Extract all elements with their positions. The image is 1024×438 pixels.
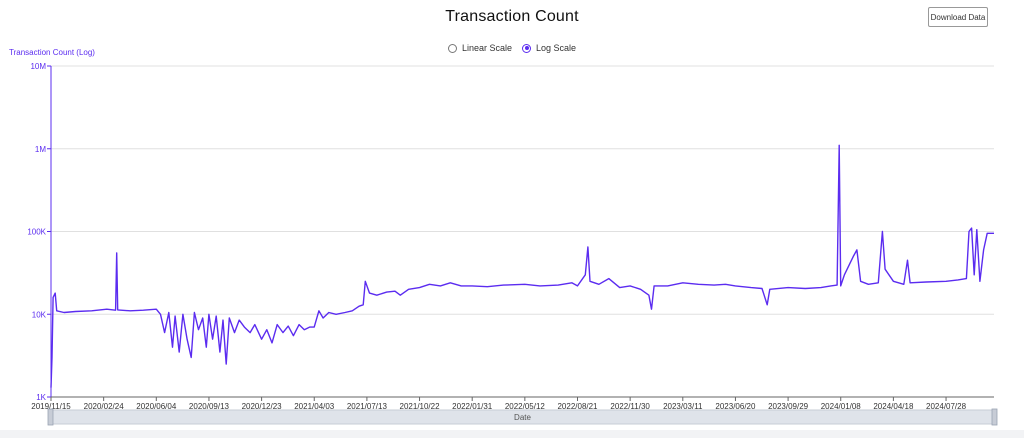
log-scale-option[interactable]: Log Scale bbox=[522, 43, 576, 53]
x-tick-label: 2021/10/22 bbox=[400, 402, 441, 411]
x-tick-label: 2023/03/11 bbox=[663, 402, 703, 411]
y-tick-label: 1K bbox=[36, 393, 46, 402]
x-axis-label: Date bbox=[514, 413, 531, 422]
x-tick-label: 2019/11/15 bbox=[31, 402, 71, 411]
x-tick-label: 2024/04/18 bbox=[873, 402, 914, 411]
x-tick-label: 2024/07/28 bbox=[926, 402, 967, 411]
y-tick-labels: 1K 10K 100K 1M 10M bbox=[27, 62, 46, 402]
x-tick-label: 2022/05/12 bbox=[505, 402, 546, 411]
x-tick-label: 2020/12/23 bbox=[242, 402, 283, 411]
scale-toggle: Linear Scale Log Scale bbox=[0, 43, 1024, 53]
y-tick-label: 10K bbox=[32, 310, 47, 319]
x-tick-label: 2022/11/30 bbox=[610, 402, 650, 411]
series-line bbox=[50, 144, 994, 388]
x-tick-label: 2021/07/13 bbox=[347, 402, 388, 411]
y-axis-label: Transaction Count (Log) bbox=[9, 48, 95, 57]
x-tick-label: 2021/04/03 bbox=[294, 402, 335, 411]
slider-left-handle[interactable] bbox=[47, 408, 54, 426]
chart-title: Transaction Count bbox=[445, 8, 579, 25]
download-data-button[interactable]: Download Data bbox=[928, 7, 988, 27]
linear-scale-radio[interactable] bbox=[447, 43, 457, 53]
x-tick-label: 2020/06/04 bbox=[136, 402, 177, 411]
linear-scale-option[interactable]: Linear Scale bbox=[447, 43, 512, 53]
log-scale-radio[interactable] bbox=[522, 43, 531, 53]
series-layer bbox=[50, 144, 994, 388]
x-tick-label: 2023/09/29 bbox=[768, 402, 809, 411]
x-tick-label: 2024/01/08 bbox=[821, 402, 862, 411]
log-scale-label: Log Scale bbox=[536, 43, 577, 53]
x-tick-labels: 2019/11/15 2020/02/24 2020/06/04 2020/09/13… bbox=[31, 402, 966, 411]
y-tick-label: 100K bbox=[27, 228, 46, 237]
x-tick-label: 2022/08/21 bbox=[557, 402, 598, 411]
x-tick-label: 2022/01/31 bbox=[452, 402, 493, 411]
axes bbox=[47, 65, 994, 401]
slider-right-handle[interactable] bbox=[991, 408, 998, 426]
linear-scale-label: Linear Scale bbox=[461, 43, 512, 53]
x-tick-label: 2023/06/20 bbox=[715, 402, 756, 411]
x-tick-label: 2020/09/13 bbox=[189, 402, 230, 411]
y-tick-label: 10M bbox=[30, 62, 46, 71]
footer-band bbox=[0, 430, 1024, 438]
y-tick-label: 1M bbox=[35, 145, 46, 154]
x-tick-label: 2020/02/24 bbox=[84, 402, 125, 411]
zoom-slider[interactable]: Date bbox=[47, 408, 998, 426]
